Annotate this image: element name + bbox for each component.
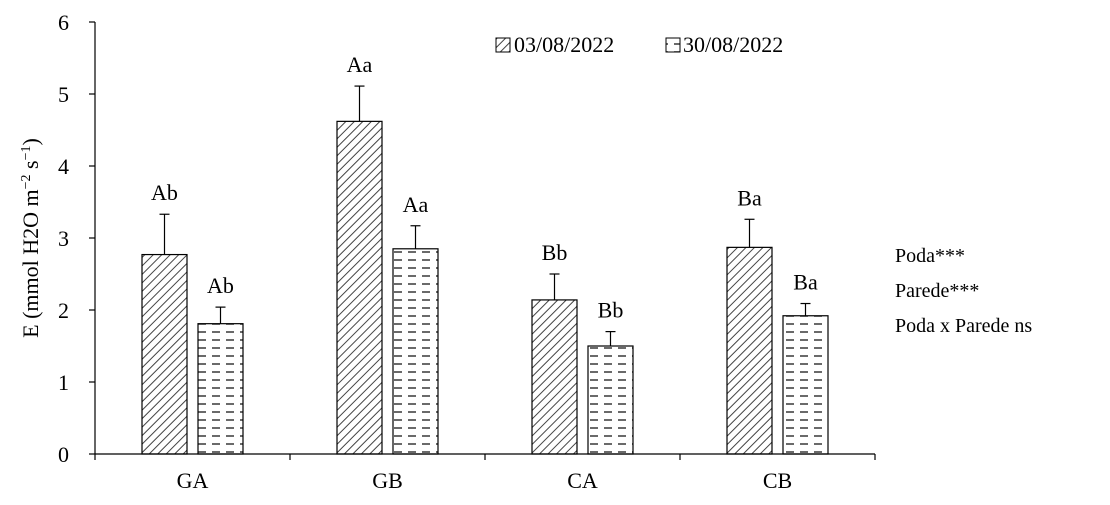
legend-label-series-1: 03/08/2022 bbox=[514, 32, 614, 57]
significance-label: Bb bbox=[542, 240, 568, 265]
y-tick-label: 3 bbox=[58, 226, 69, 251]
bar-series-2-cb bbox=[782, 315, 829, 455]
significance-label: Ab bbox=[207, 273, 234, 298]
bar-series-1-ga bbox=[141, 253, 188, 455]
x-tick-label: CB bbox=[763, 468, 792, 493]
y-tick-label: 2 bbox=[58, 298, 69, 323]
legend-label-series-2: 30/08/2022 bbox=[683, 32, 783, 57]
x-axis: GA GB CA CB bbox=[94, 454, 876, 493]
bar-series-1-gb bbox=[336, 120, 383, 455]
y-tick-label: 4 bbox=[58, 154, 69, 179]
x-tick-label: GA bbox=[177, 468, 209, 493]
x-tick-label: CA bbox=[567, 468, 598, 493]
significance-label: Aa bbox=[403, 192, 429, 217]
y-axis-title: E (mmol H2O m−2 s−1) bbox=[18, 138, 43, 338]
bar-series-2-ca bbox=[587, 345, 634, 455]
y-tick-label: 5 bbox=[58, 82, 69, 107]
legend-swatch-series-2 bbox=[665, 37, 681, 53]
bar-series-2-gb bbox=[392, 248, 439, 455]
y-tick-label: 6 bbox=[58, 10, 69, 35]
stats-line-2: Parede*** bbox=[895, 280, 979, 302]
stats-annotation: Poda*** Parede*** Poda x Parede ns bbox=[895, 245, 1032, 337]
bar-series-2-ga bbox=[197, 323, 244, 455]
significance-label: Ba bbox=[737, 185, 762, 210]
legend: 03/08/2022 30/08/2022 bbox=[495, 32, 783, 57]
significance-label: Ba bbox=[793, 270, 818, 295]
bar-series-1-ca bbox=[531, 299, 578, 455]
significance-label: Bb bbox=[598, 298, 624, 323]
significance-label: Ab bbox=[151, 180, 178, 205]
stats-line-3: Poda x Parede ns bbox=[895, 315, 1032, 337]
stats-line-1: Poda*** bbox=[895, 245, 965, 267]
significance-label: Aa bbox=[347, 52, 373, 77]
bars-group: Ab Ab Aa Aa Bb Bb Ba Ba bbox=[141, 52, 829, 455]
bar-series-1-cb bbox=[726, 246, 773, 455]
y-tick-label: 1 bbox=[58, 370, 69, 395]
x-tick-label: GB bbox=[372, 468, 403, 493]
y-tick-label: 0 bbox=[58, 442, 69, 467]
legend-swatch-series-1 bbox=[495, 37, 511, 53]
y-axis: 0 1 2 3 4 5 6 bbox=[58, 10, 95, 467]
